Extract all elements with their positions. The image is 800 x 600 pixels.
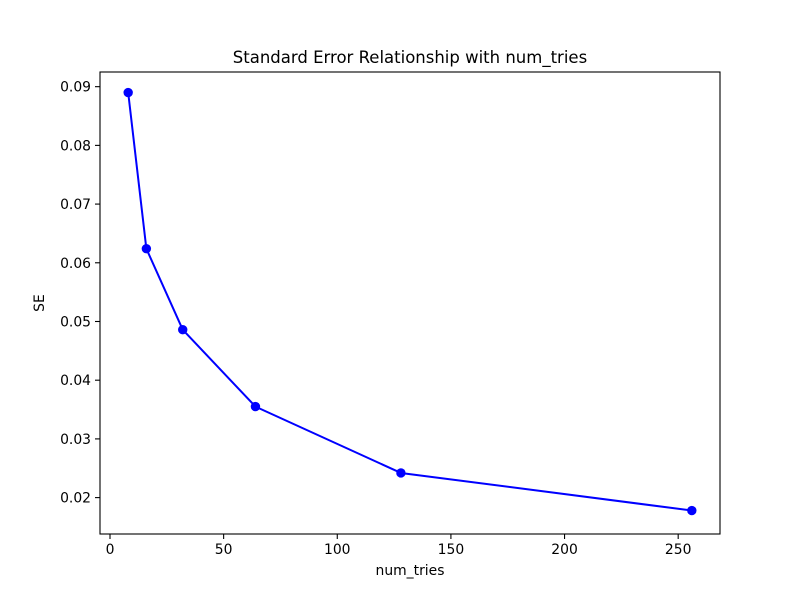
y-tick-label: 0.06: [60, 256, 91, 272]
chart-title: Standard Error Relationship with num_tri…: [233, 48, 587, 68]
x-tick-label: 150: [438, 542, 465, 558]
y-tick-label: 0.02: [60, 491, 91, 507]
x-tick-label: 200: [551, 542, 578, 558]
x-axis-label: num_tries: [376, 563, 445, 579]
y-tick-label: 0.07: [60, 197, 91, 213]
data-point-marker: [396, 468, 406, 478]
y-tick-label: 0.03: [60, 432, 91, 448]
x-tick-label: 100: [324, 542, 351, 558]
x-tick-label: 0: [106, 542, 115, 558]
data-point-marker: [687, 505, 697, 516]
y-axis-label: SE: [32, 294, 48, 312]
x-tick-label: 50: [215, 542, 233, 558]
data-point-marker: [141, 243, 152, 254]
y-tick-label: 0.05: [60, 314, 91, 330]
data-point-marker: [178, 325, 188, 335]
plot-frame: [99, 71, 721, 535]
data-point-marker: [123, 87, 133, 98]
y-tick-label: 0.08: [60, 138, 91, 154]
y-tick-label: 0.04: [60, 373, 91, 389]
y-tick-label: 0.09: [60, 80, 91, 96]
x-tick-label: 250: [665, 542, 692, 558]
data-point-marker: [250, 401, 261, 412]
se-line: [127, 91, 693, 512]
